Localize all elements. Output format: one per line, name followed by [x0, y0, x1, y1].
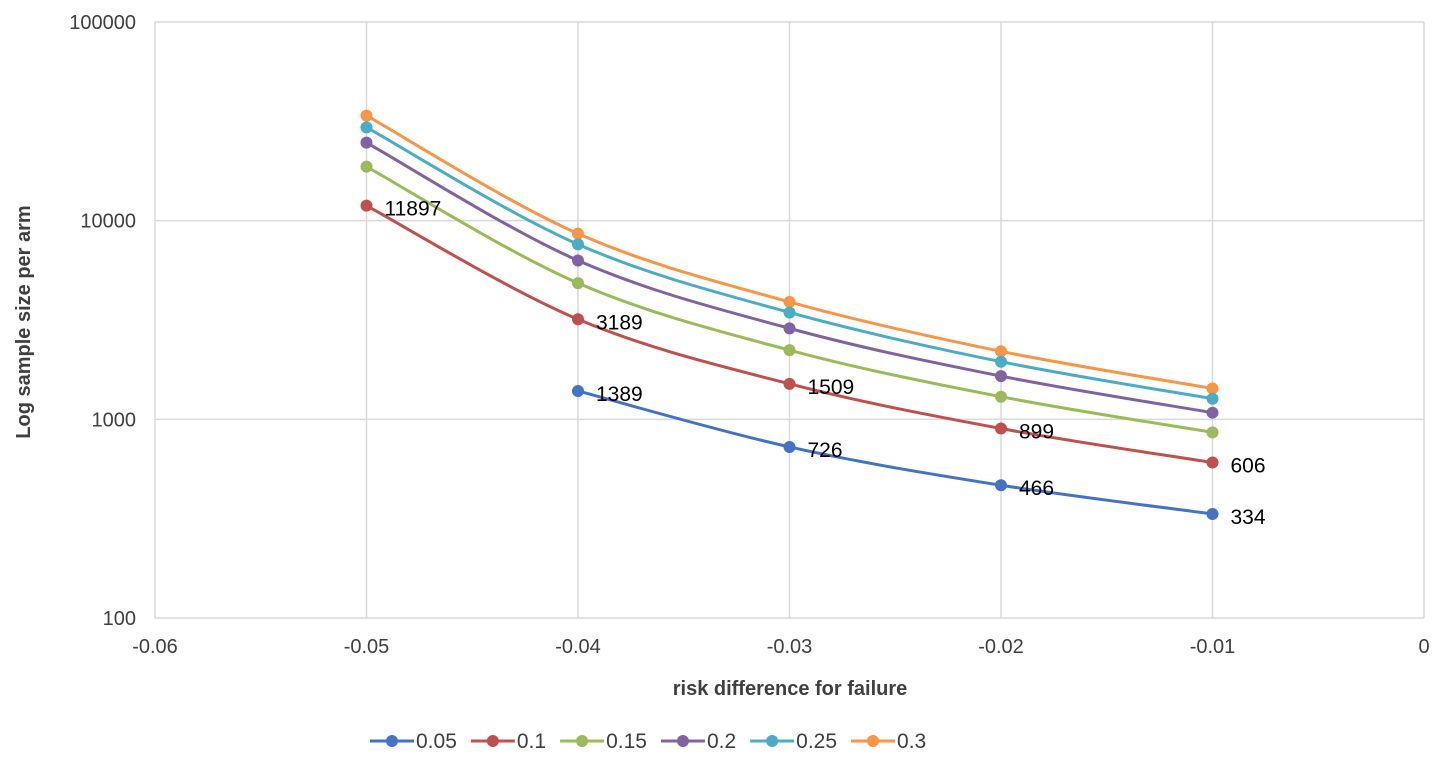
data-label: 1389: [596, 383, 643, 406]
data-point: [572, 384, 584, 397]
data-point: [1206, 406, 1219, 419]
data-point: [995, 345, 1007, 358]
y-tick-label: 100: [103, 608, 136, 630]
data-point: [995, 390, 1007, 403]
data-point: [360, 199, 373, 212]
y-tick-label: 100000: [69, 12, 136, 34]
data-point: [783, 295, 796, 308]
data-point: [995, 370, 1007, 383]
data-label: 334: [1231, 506, 1266, 529]
data-point: [783, 306, 796, 319]
x-tick-label: -0.05: [344, 636, 390, 658]
data-point: [360, 136, 373, 149]
data-point: [572, 313, 584, 326]
data-point: [572, 254, 584, 267]
legend-label: 0.15: [606, 730, 647, 753]
legend-marker: [676, 735, 689, 747]
y-axis-title: Log sample size per arm: [13, 205, 35, 438]
legend: 0.05 0.1 0.15 0.2 0.25 0.3: [370, 730, 926, 753]
series-line-0.05: [577, 389, 1213, 516]
data-point: [360, 160, 373, 173]
data-point: [360, 109, 373, 122]
x-axis-title: risk difference for failure: [673, 678, 908, 700]
data-point: [995, 479, 1007, 492]
data-point: [1206, 392, 1219, 405]
data-point: [783, 344, 796, 357]
data-point: [572, 227, 584, 240]
series-points: [360, 109, 1219, 520]
legend-label: 0.2: [707, 730, 736, 753]
data-point: [360, 121, 373, 134]
data-point: [1206, 382, 1219, 395]
data-point: [995, 355, 1007, 368]
legend-label: 0.3: [897, 730, 926, 753]
data-label: 11897: [385, 198, 442, 221]
data-label: 1509: [808, 376, 855, 399]
x-axis-ticks: -0.06 -0.05 -0.04 -0.03 -0.02 -0.01 0: [132, 636, 1429, 658]
x-tick-label: -0.03: [767, 636, 813, 658]
data-point: [783, 322, 796, 335]
y-axis-ticks: 100 1000 10000 100000: [69, 12, 136, 630]
legend-marker: [386, 735, 398, 747]
data-point: [572, 277, 584, 290]
x-tick-label: 0: [1418, 636, 1429, 658]
data-point: [783, 440, 796, 453]
legend-marker: [576, 735, 589, 747]
legend-marker: [486, 735, 499, 747]
data-label: 606: [1231, 455, 1266, 478]
data-label: 726: [808, 439, 843, 462]
data-label: 466: [1019, 477, 1054, 500]
data-point: [995, 422, 1007, 435]
data-point: [1206, 456, 1219, 469]
data-point: [783, 377, 796, 390]
data-point: [572, 238, 584, 251]
x-tick-label: -0.04: [555, 636, 601, 658]
data-labels: 11897 3189 1509 899 606 1389 726 466 334: [385, 198, 1266, 529]
x-tick-label: -0.06: [132, 636, 178, 658]
y-tick-label: 1000: [92, 409, 137, 431]
data-point: [1206, 426, 1219, 439]
x-tick-label: -0.02: [978, 636, 1024, 658]
legend-marker: [766, 735, 779, 747]
data-label: 899: [1019, 421, 1054, 444]
data-point: [1206, 507, 1219, 520]
data-label: 3189: [596, 311, 643, 334]
legend-label: 0.25: [796, 730, 837, 753]
x-tick-label: -0.01: [1190, 636, 1236, 658]
legend-label: 0.05: [416, 730, 457, 753]
y-tick-label: 10000: [80, 211, 136, 233]
legend-label: 0.1: [517, 730, 546, 753]
legend-marker: [867, 735, 880, 747]
